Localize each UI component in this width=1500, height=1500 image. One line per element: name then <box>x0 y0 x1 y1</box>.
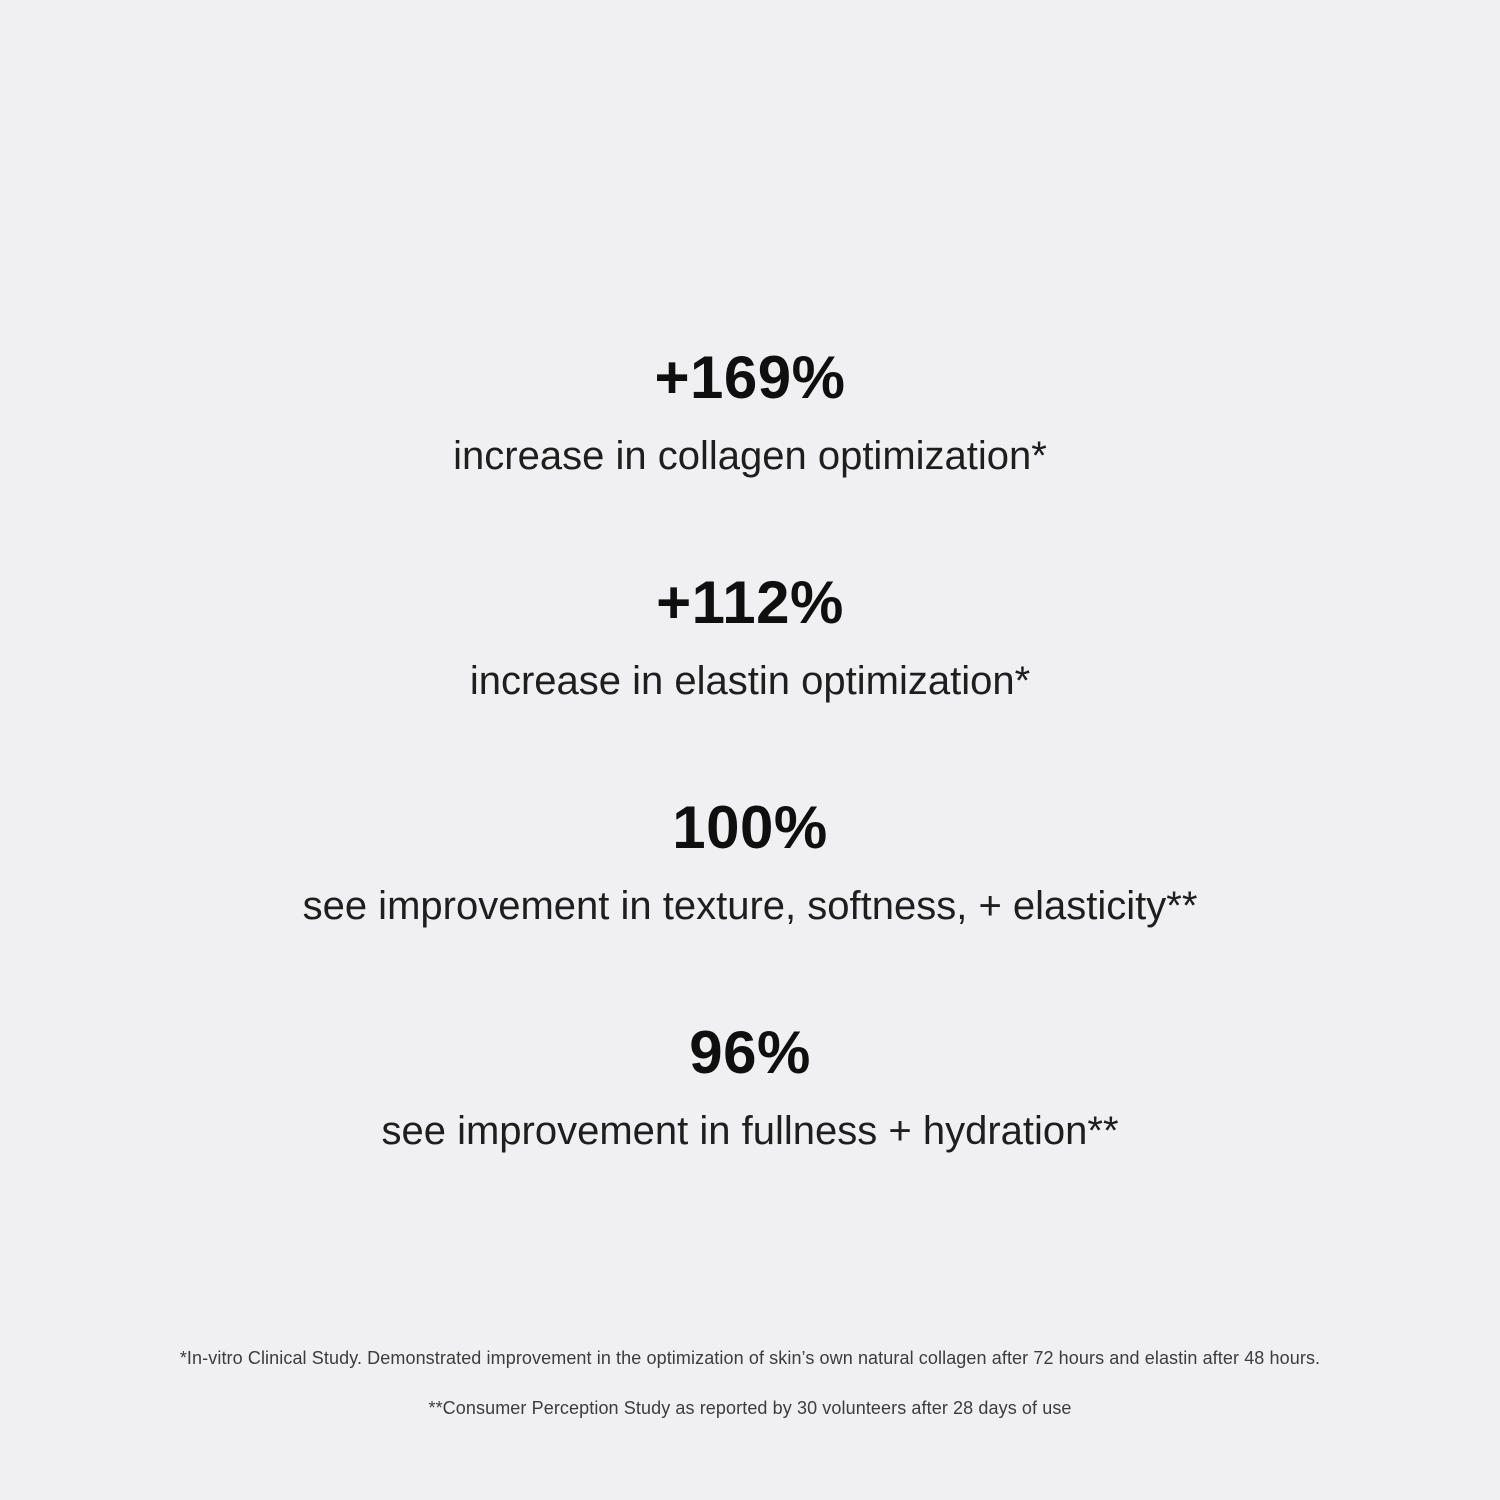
footnotes: *In-vitro Clinical Study. Demonstrated i… <box>0 1346 1500 1420</box>
stat-label-fullness: see improvement in fullness + hydration*… <box>381 1109 1119 1153</box>
clinical-results-panel: +169% increase in collagen optimization*… <box>0 344 1500 1154</box>
stat-elastin: +112% increase in elastin optimization* <box>469 569 1031 704</box>
stat-label-collagen: increase in collagen optimization* <box>453 434 1047 478</box>
stat-value-texture: 100% <box>672 794 828 861</box>
footnote-consumer-study: **Consumer Perception Study as reported … <box>428 1398 1072 1418</box>
stat-collagen: +169% increase in collagen optimization* <box>453 344 1047 479</box>
stat-value-elastin: +112% <box>656 569 844 636</box>
stat-value-fullness: 96% <box>689 1019 811 1086</box>
footnote-clinical-study: *In-vitro Clinical Study. Demonstrated i… <box>179 1348 1321 1368</box>
stat-value-collagen: +169% <box>654 344 846 411</box>
stat-fullness: 96% see improvement in fullness + hydrat… <box>381 1019 1119 1154</box>
stat-label-elastin: increase in elastin optimization* <box>469 659 1031 703</box>
stat-texture: 100% see improvement in texture, softnes… <box>302 794 1198 929</box>
stat-label-texture: see improvement in texture, softness, + … <box>302 884 1198 928</box>
